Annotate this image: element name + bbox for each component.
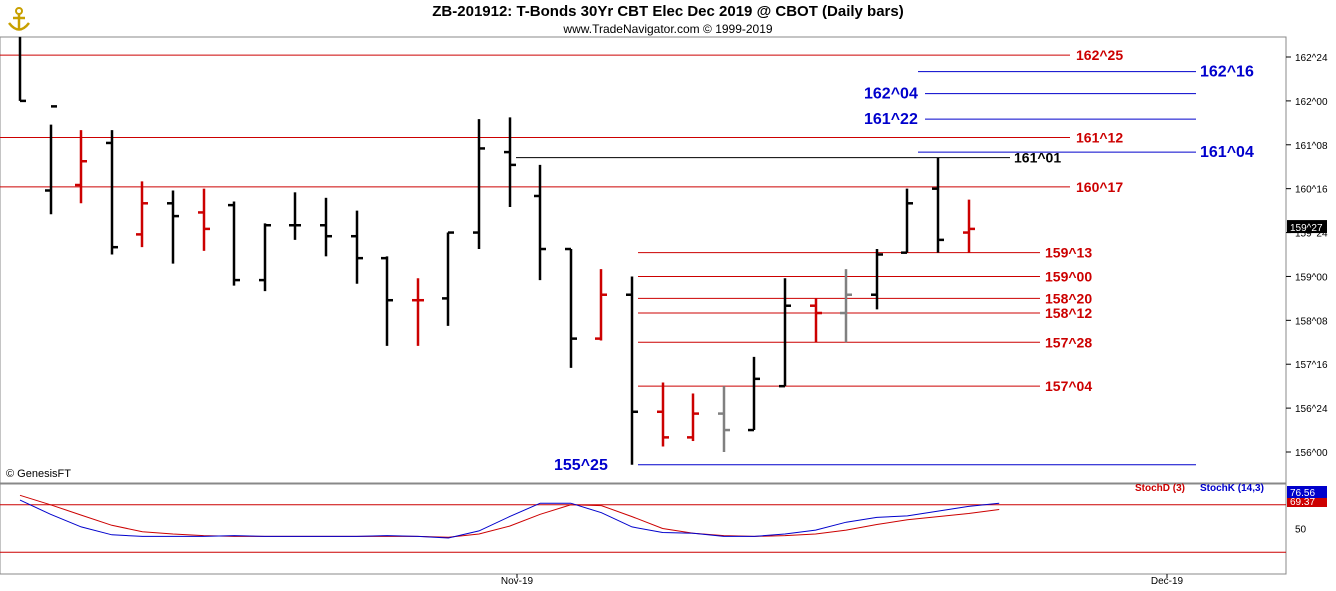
y-tick-label: 159^24 bbox=[1295, 229, 1328, 240]
stoch-d-legend: StochD (3) bbox=[1135, 483, 1185, 494]
last-price-label: 159^27 bbox=[1290, 223, 1323, 234]
ohlc-bar bbox=[320, 197, 332, 257]
level-label: 162^04 bbox=[864, 86, 918, 103]
ohlc-bar bbox=[901, 188, 913, 254]
chart-title: ZB-201912: T-Bonds 30Yr CBT Elec Dec 201… bbox=[432, 3, 904, 20]
last-price-marker bbox=[1287, 220, 1327, 234]
level-label: 158^20 bbox=[1045, 290, 1092, 306]
level-label: 161^01 bbox=[1014, 150, 1061, 166]
stoch-d-line bbox=[19, 494, 1000, 538]
ohlc-bar bbox=[167, 190, 179, 264]
y-tick-label: 162^00 bbox=[1295, 97, 1328, 108]
ohlc-bar bbox=[687, 393, 699, 442]
x-tick-label: Nov-19 bbox=[501, 576, 534, 587]
ohlc-bar bbox=[75, 130, 87, 204]
ohlc-bar bbox=[595, 269, 607, 341]
ohlc-bar bbox=[442, 231, 454, 326]
ohlc-bar bbox=[106, 130, 118, 255]
level-label: 161^04 bbox=[1200, 144, 1254, 161]
ohlc-bar bbox=[45, 105, 57, 215]
price-panel-frame bbox=[0, 36, 1287, 484]
ohlc-bar bbox=[963, 199, 975, 253]
anchor-logo-icon bbox=[4, 4, 34, 39]
stoch-k-value-box bbox=[1287, 486, 1327, 498]
y-tick-label: 158^08 bbox=[1295, 316, 1328, 327]
stoch-k-value: 76.56 bbox=[1290, 488, 1315, 499]
y-tick-label: 160^16 bbox=[1295, 185, 1328, 196]
y-tick-label: 162^24 bbox=[1295, 53, 1328, 64]
level-label: 161^12 bbox=[1076, 129, 1123, 145]
stoch-k-line bbox=[19, 499, 1000, 539]
stoch-y-tick: 50 bbox=[1295, 525, 1307, 536]
level-label: 158^12 bbox=[1045, 305, 1092, 321]
ohlc-bar bbox=[565, 247, 577, 368]
ohlc-bar bbox=[748, 356, 760, 432]
ohlc-bar bbox=[259, 223, 271, 292]
level-label: 162^25 bbox=[1076, 47, 1123, 63]
ohlc-bar bbox=[718, 386, 730, 452]
stoch-d-value: 69.37 bbox=[1290, 497, 1315, 508]
level-label: 159^00 bbox=[1045, 268, 1092, 284]
y-tick-label: 159^00 bbox=[1295, 272, 1328, 283]
y-tick-label: 161^08 bbox=[1295, 141, 1328, 152]
ohlc-bar bbox=[504, 117, 516, 207]
ohlc-bar bbox=[626, 276, 638, 465]
level-label: 155^25 bbox=[554, 457, 608, 474]
y-tick-label: 156^00 bbox=[1295, 448, 1328, 459]
copyright-label: © GenesisFT bbox=[6, 468, 71, 480]
ohlc-bar bbox=[381, 256, 393, 346]
level-label: 159^13 bbox=[1045, 245, 1092, 261]
ohlc-bar bbox=[534, 164, 546, 281]
level-label: 162^16 bbox=[1200, 64, 1254, 81]
level-label: 160^17 bbox=[1076, 179, 1123, 195]
ohlc-bar bbox=[473, 119, 485, 250]
stoch-k-legend: StochK (14,3) bbox=[1200, 483, 1264, 494]
ohlc-bar bbox=[840, 269, 852, 343]
ohlc-bar bbox=[228, 201, 240, 286]
level-label: 161^22 bbox=[864, 111, 918, 128]
x-tick-label: Dec-19 bbox=[1151, 576, 1184, 587]
ohlc-bar bbox=[932, 157, 944, 253]
chart-subtitle: www.TradeNavigator.com © 1999-2019 bbox=[563, 22, 773, 36]
ohlc-bar bbox=[657, 382, 669, 447]
ohlc-bar bbox=[871, 249, 883, 310]
ohlc-bar bbox=[18, 36, 26, 103]
level-label: 157^04 bbox=[1045, 378, 1092, 394]
y-tick-label: 156^24 bbox=[1295, 404, 1328, 415]
ohlc-bar bbox=[779, 278, 791, 388]
ohlc-bar bbox=[810, 298, 822, 343]
ohlc-bar bbox=[351, 210, 363, 284]
ohlc-bar bbox=[198, 188, 210, 251]
ohlc-bar bbox=[412, 278, 424, 346]
y-tick-label: 157^16 bbox=[1295, 360, 1328, 371]
level-label: 157^28 bbox=[1045, 334, 1092, 350]
ohlc-bar bbox=[136, 181, 148, 248]
ohlc-bar bbox=[289, 192, 301, 240]
